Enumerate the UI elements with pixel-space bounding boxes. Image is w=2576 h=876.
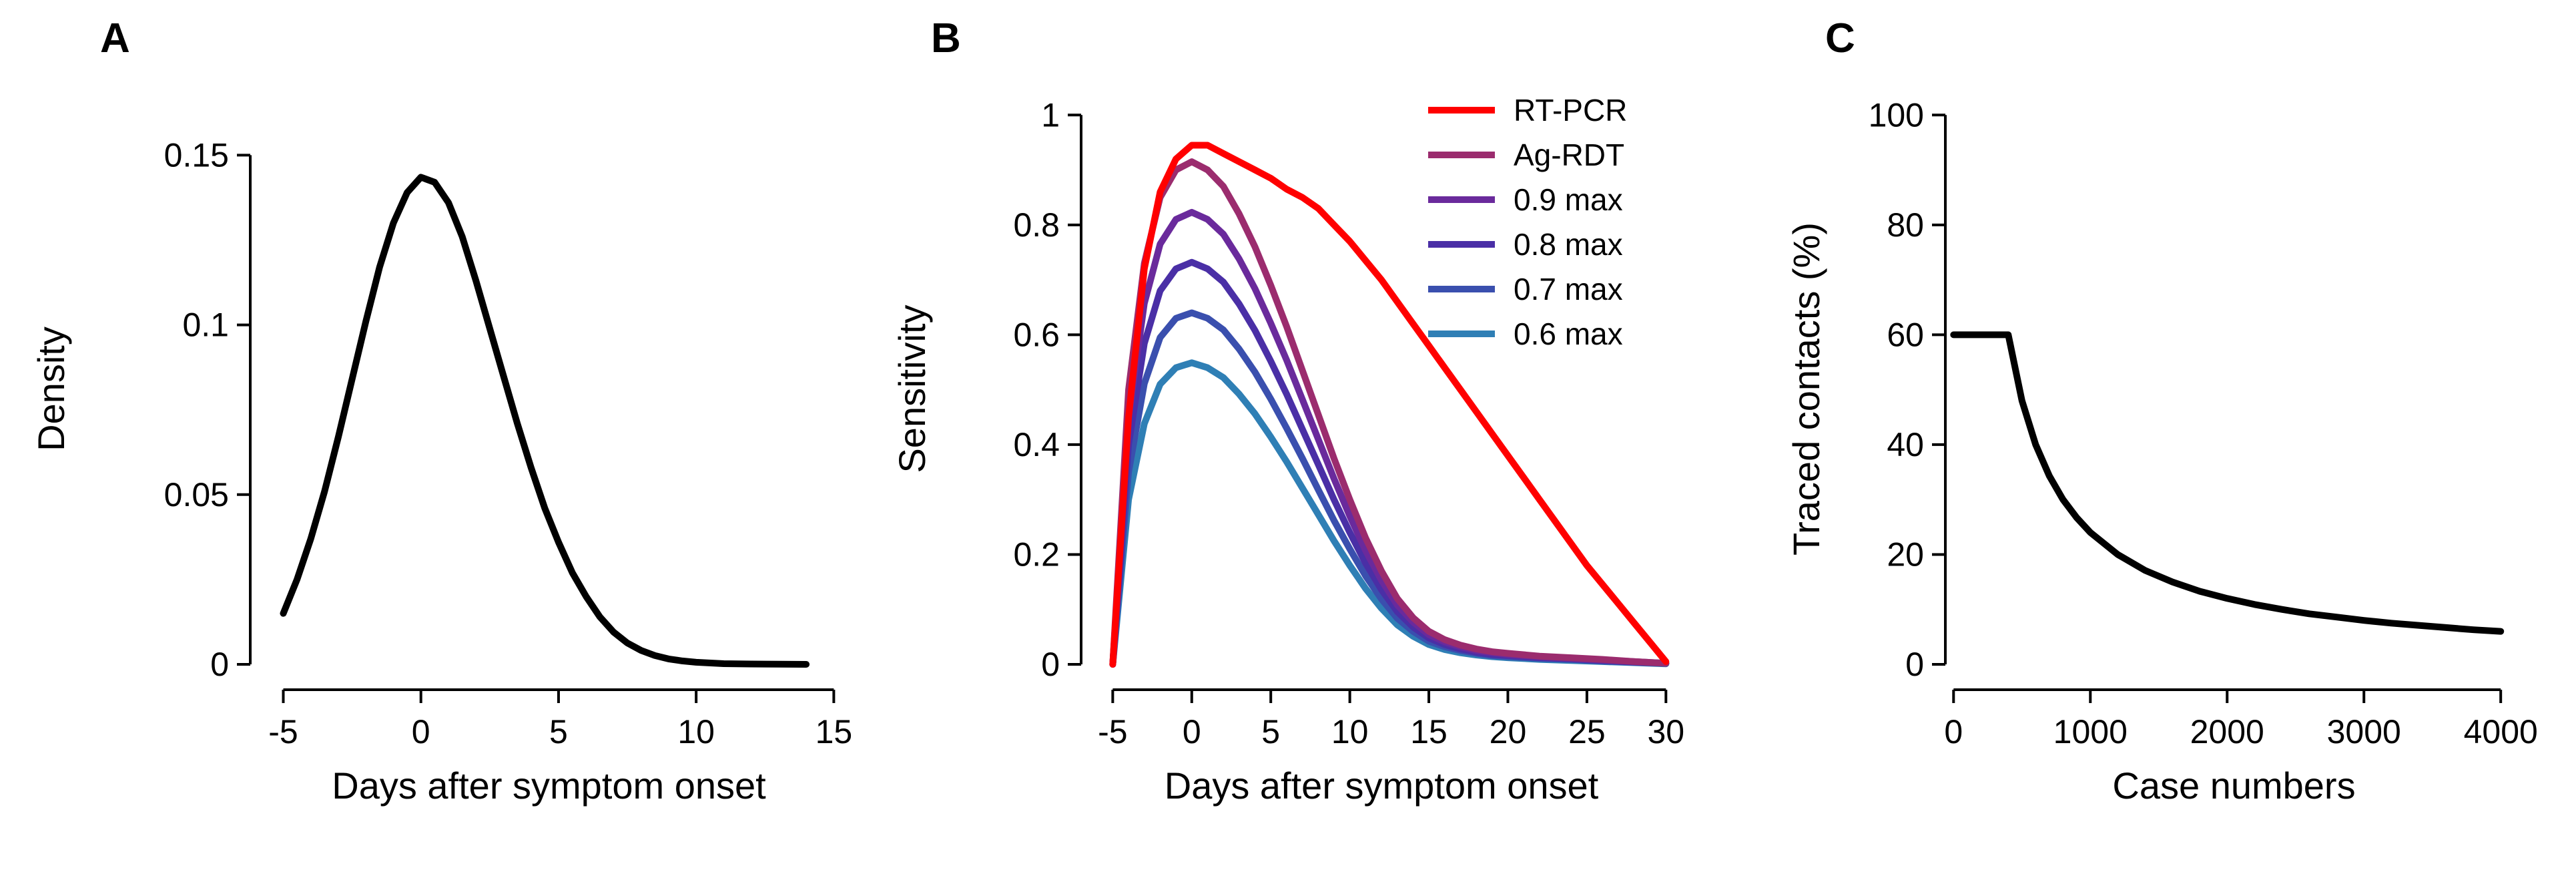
y-tick-label: 0.2: [1013, 535, 1060, 573]
x-tick-label: 3000: [2327, 713, 2401, 750]
x-tick-label: -5: [268, 713, 298, 750]
x-tick-label: 0: [1183, 713, 1201, 750]
y-tick-label: 0.15: [164, 136, 229, 174]
x-tick-label: 1000: [2053, 713, 2128, 750]
series-line-0-6-max: [1109, 359, 1670, 668]
x-tick-label: 4000: [2464, 713, 2538, 750]
series-line-ag-rdt: [1109, 158, 1670, 668]
y-tick-label: 0.8: [1013, 206, 1060, 244]
y-tick-label: 0: [210, 646, 229, 683]
panel-letter: C: [1825, 15, 1855, 61]
y-tick-label: 0.05: [164, 476, 229, 513]
y-tick-label: 0.6: [1013, 316, 1060, 353]
y-axis-title: Sensitivity: [891, 304, 933, 473]
x-tick-label: 10: [1331, 713, 1369, 750]
panel-letter: B: [931, 15, 961, 61]
x-tick-label: 15: [816, 713, 853, 750]
x-axis-title: Days after symptom onset: [332, 764, 766, 807]
y-axis-title: Traced contacts (%): [1785, 222, 1827, 556]
panel-b: B 0 0.2 0.4 0.6 0.8 1 -5 0 5 10 15 20 25 30 Days after …: [891, 15, 1684, 807]
y-tick-label: 40: [1887, 426, 1924, 463]
legend-label: 0.9 max: [1514, 182, 1623, 217]
x-tick-label: 10: [677, 713, 715, 750]
legend-label: RT-PCR: [1514, 93, 1627, 128]
x-tick-label: 20: [1490, 713, 1527, 750]
series-line-density: [280, 174, 810, 668]
y-tick-label: 80: [1887, 206, 1924, 244]
x-tick-label: 30: [1648, 713, 1685, 750]
x-tick-label: 0: [412, 713, 430, 750]
x-axis-title: Days after symptom onset: [1165, 764, 1599, 807]
x-tick-label: -5: [1098, 713, 1127, 750]
x-tick-label: 25: [1568, 713, 1606, 750]
x-tick-label: 5: [549, 713, 568, 750]
y-tick-label: 1: [1041, 96, 1060, 134]
series-line-rt-pcr: [1109, 142, 1670, 668]
y-tick-label: 0: [1905, 646, 1924, 683]
x-tick-label: 15: [1410, 713, 1447, 750]
x-tick-label: 0: [1944, 713, 1963, 750]
panel-letter: A: [100, 15, 130, 61]
y-tick-label: 60: [1887, 316, 1924, 353]
x-tick-label: 2000: [2190, 713, 2264, 750]
y-tick-label: 20: [1887, 535, 1924, 573]
legend-label: 0.7 max: [1514, 272, 1623, 306]
x-axis-title: Case numbers: [2112, 764, 2355, 807]
y-tick-label: 0.1: [182, 306, 229, 344]
y-tick-label: 0: [1041, 646, 1060, 683]
legend-label: 0.6 max: [1514, 316, 1623, 351]
legend-label: Ag-RDT: [1514, 138, 1624, 172]
series-line-traced-contacts: [1950, 331, 2505, 635]
legend-label: 0.8 max: [1514, 227, 1623, 262]
y-tick-label: 100: [1869, 96, 1924, 134]
y-axis-title: Density: [30, 326, 72, 451]
panel-a: A 0 0.05 0.1 0.15 -5 0 5 10 15 Days after symptom …: [30, 15, 852, 807]
y-tick-label: 0.4: [1013, 426, 1060, 463]
x-tick-label: 5: [1261, 713, 1280, 750]
